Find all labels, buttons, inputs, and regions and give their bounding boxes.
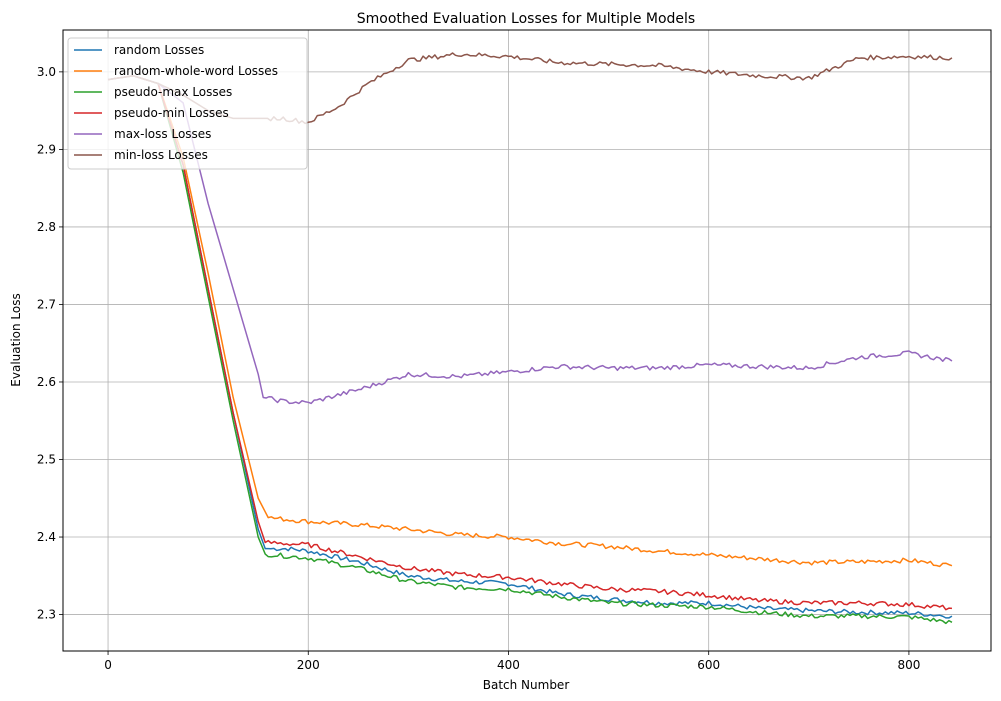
y-tick-label: 2.3: [37, 608, 56, 622]
x-tick-label: 600: [697, 658, 720, 672]
x-tick-label: 200: [297, 658, 320, 672]
legend-entry-label: min-loss Losses: [114, 148, 208, 162]
y-tick-label: 2.6: [37, 375, 56, 389]
legend-entry-label: pseudo-min Losses: [114, 106, 229, 120]
y-tick-label: 2.9: [37, 142, 56, 156]
series-line: [107, 74, 953, 405]
x-axis-label: Batch Number: [483, 678, 570, 692]
y-tick-label: 2.5: [37, 453, 56, 467]
axis-ticks: 0 200 400 600 800 2.3 2.4 2.5 2.6 2.7 2.8 2.9 3.0: [37, 65, 920, 672]
series-line: [107, 74, 953, 611]
legend-entry-label: random-whole-word Losses: [114, 64, 278, 78]
y-tick-label: 3.0: [37, 65, 56, 79]
legend: random Losses random-whole-word Losses pse…: [67, 37, 308, 170]
legend-box: [67, 37, 308, 170]
y-axis-label: Evaluation Loss: [9, 293, 23, 386]
chart-title: Smoothed Evaluation Losses for Multiple …: [357, 11, 695, 27]
legend-entry-label: max-loss Losses: [114, 127, 211, 141]
x-tick-label: 0: [104, 658, 112, 672]
legend-entry-label: pseudo-max Losses: [114, 85, 232, 99]
series-line: [107, 74, 953, 619]
series-line: [107, 74, 953, 568]
x-tick-label: 800: [897, 658, 920, 672]
grid-lines: [63, 30, 991, 651]
y-tick-label: 2.4: [37, 530, 56, 544]
x-tick-label: 400: [497, 658, 520, 672]
y-tick-label: 2.8: [37, 220, 56, 234]
series-line: [107, 74, 953, 625]
plot-frame: [62, 29, 992, 652]
legend-entry-label: random Losses: [114, 43, 204, 57]
y-tick-label: 2.7: [37, 297, 56, 311]
